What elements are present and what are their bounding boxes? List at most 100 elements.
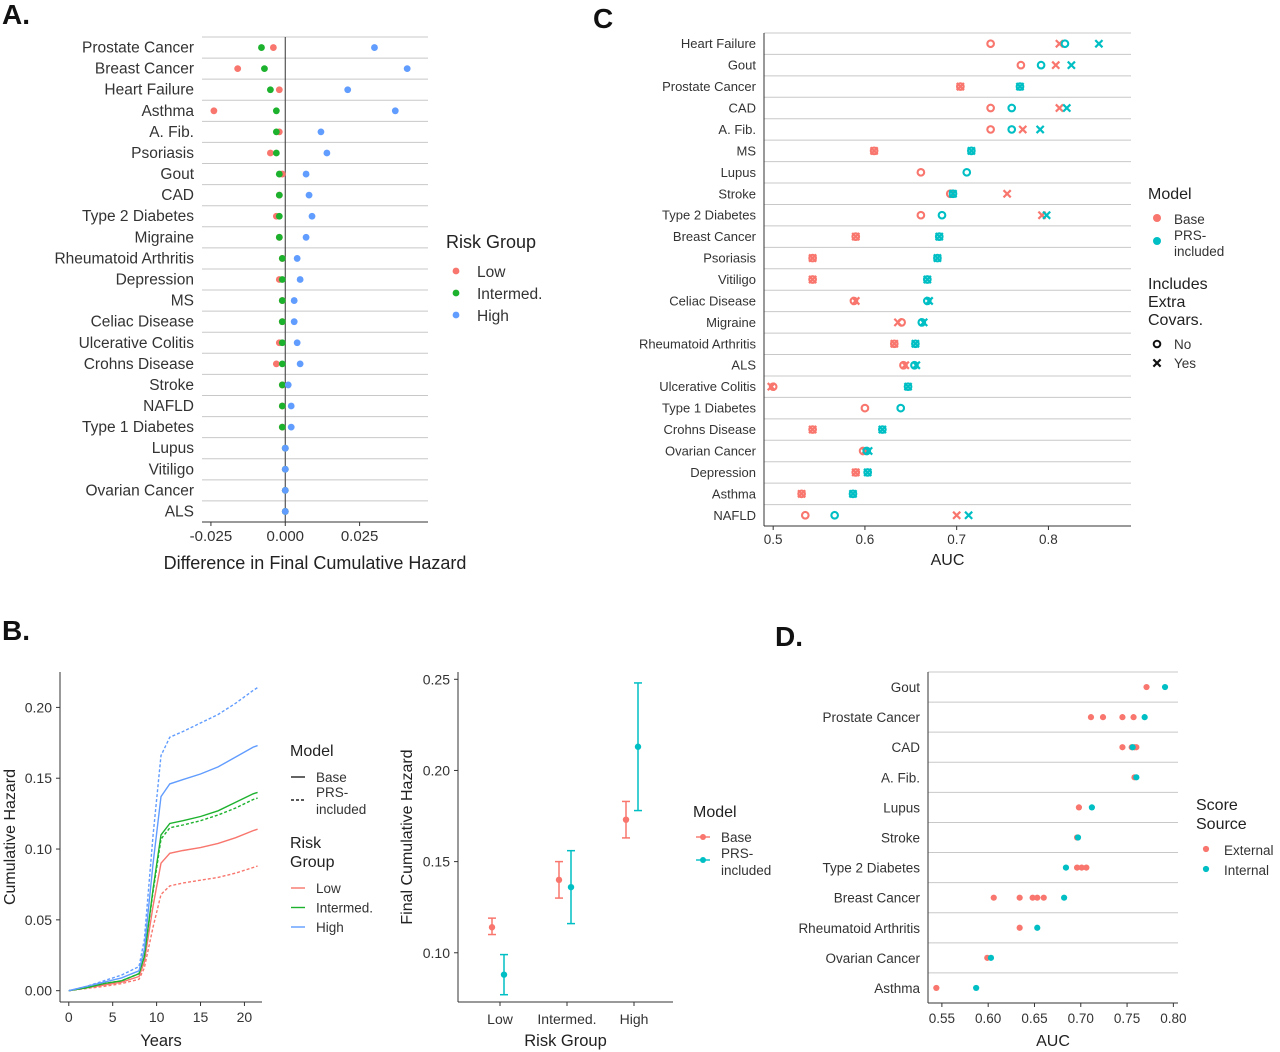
- d-point-external: [1119, 714, 1126, 721]
- c-legend-prs-label: included: [1174, 244, 1224, 259]
- b1-y-tick-label: 0.15: [25, 770, 52, 786]
- a-point-intermed: [275, 212, 283, 220]
- c-point-no-covars: [896, 403, 906, 413]
- d-x-tick-label: 0.70: [1068, 1011, 1094, 1026]
- d-x-tick-label: 0.75: [1114, 1011, 1140, 1026]
- c-point-extra-covars: [848, 489, 858, 499]
- panel-c-label: C: [593, 3, 613, 34]
- c-category-label: Breast Cancer: [673, 229, 757, 244]
- a-point-intermed: [278, 339, 286, 347]
- a-point-high: [305, 191, 313, 199]
- b2-y-tick-label: 0.20: [423, 762, 450, 778]
- b2-x-tick-label: Intermed.: [537, 1011, 596, 1027]
- d-point-external: [1119, 744, 1126, 751]
- d-point-external: [1099, 714, 1107, 721]
- c-category-label: Crohns Disease: [664, 422, 757, 437]
- a-point-intermed: [278, 381, 286, 389]
- c-point-extra-covars: [924, 296, 934, 306]
- c-point-extra-covars: [948, 189, 958, 199]
- b1-line-high-base: [68, 744, 258, 992]
- c-category-label: Lupus: [721, 165, 757, 180]
- a-point-intermed: [278, 318, 286, 326]
- a-category-label: Rheumatoid Arthritis: [54, 250, 194, 267]
- c-point-extra-covars: [1051, 60, 1061, 70]
- c-point-extra-covars: [933, 253, 942, 263]
- c-legend-covar-title: Includes: [1148, 276, 1208, 293]
- d-x-tick-label: 0.80: [1160, 1011, 1186, 1026]
- c-point-no-covars: [1007, 103, 1017, 113]
- a-point-intermed: [272, 128, 280, 136]
- a-point-high: [284, 381, 292, 389]
- c-point-no-covars: [916, 167, 926, 177]
- c-point-no-covars: [797, 489, 806, 499]
- c-x-tick-label: 0.8: [1039, 532, 1058, 547]
- c-point-no-covars: [860, 403, 870, 413]
- d-point-internal: [1062, 864, 1070, 871]
- a-category-label: CAD: [161, 187, 194, 204]
- a-category-label: Asthma: [141, 103, 194, 120]
- c-category-label: Rheumatoid Arthritis: [639, 336, 757, 351]
- a-point-low: [272, 360, 280, 368]
- d-x-tick-label: 0.55: [929, 1011, 955, 1026]
- a-category-label: ALS: [165, 503, 194, 520]
- c-category-label: Ulcerative Colitis: [659, 379, 756, 394]
- b2-legend-prs-label: PRS-: [721, 846, 753, 861]
- b2-legend-prs-key: [700, 857, 706, 863]
- c-category-label: Depression: [690, 465, 756, 480]
- c-point-no-covars: [851, 468, 861, 477]
- c-point-extra-covars: [893, 317, 903, 327]
- c-category-label: Asthma: [712, 486, 757, 501]
- a-category-label: Lupus: [152, 440, 194, 457]
- c-point-no-covars: [878, 425, 887, 434]
- a-point-high: [287, 423, 295, 431]
- c-category-label: NAFLD: [713, 508, 756, 523]
- a-point-low: [269, 44, 277, 51]
- c-legend-prs-key: [1153, 237, 1161, 245]
- c-point-extra-covars: [964, 510, 973, 520]
- c-point-no-covars: [1015, 82, 1025, 91]
- a-point-high: [287, 402, 295, 410]
- c-point-extra-covars: [877, 425, 887, 434]
- panel-b-right-chart: 0.10 0.15 0.20 0.25 Low Intermed. High Risk Gro…: [399, 671, 771, 1050]
- d-point-external: [1016, 924, 1023, 931]
- d-point-internal: [1088, 804, 1095, 811]
- d-point-external: [1016, 894, 1023, 901]
- c-point-extra-covars: [952, 510, 962, 520]
- c-category-label: Celiac Disease: [669, 293, 756, 308]
- c-legend-no-label: No: [1174, 337, 1191, 352]
- a-point-high: [281, 444, 289, 452]
- b1-x-axis-title: Years: [140, 1032, 182, 1050]
- c-point-no-covars: [1016, 60, 1026, 70]
- a-category-label: Breast Cancer: [95, 61, 194, 78]
- a-point-low: [266, 149, 274, 157]
- b2-x-tick-label: High: [620, 1011, 649, 1027]
- b1-x-tick-label: 10: [149, 1009, 165, 1025]
- d-category-label: Rheumatoid Arthritis: [798, 921, 920, 936]
- c-category-label: ALS: [731, 358, 756, 373]
- a-legend-key: [452, 289, 460, 297]
- c-point-no-covars: [911, 339, 920, 349]
- c-category-label: A. Fib.: [718, 122, 756, 137]
- a-point-high: [391, 107, 399, 115]
- d-point-external: [1034, 894, 1041, 901]
- a-point-intermed: [275, 191, 283, 199]
- c-legend-base-key: [1153, 214, 1161, 222]
- a-point-high: [281, 486, 289, 494]
- b1-y-axis-title: Cumulative Hazard: [2, 769, 19, 905]
- a-point-high: [302, 170, 310, 178]
- b1-legend-prs-label: PRS-: [316, 785, 348, 800]
- c-point-extra-covars: [1042, 210, 1051, 220]
- c-category-label: Gout: [728, 58, 757, 73]
- c-category-label: MS: [737, 143, 757, 158]
- c-point-no-covars: [830, 510, 839, 520]
- b1-legend-risk-title: Group: [290, 854, 335, 871]
- b2-y-axis-title: Final Cumulative Hazard: [399, 749, 416, 924]
- c-point-extra-covars: [808, 253, 818, 263]
- c-legend-covar-title: Covars.: [1148, 312, 1203, 329]
- d-point-internal: [1061, 894, 1068, 901]
- d-category-label: Lupus: [883, 800, 920, 815]
- a-legend-key: [452, 267, 460, 275]
- b1-y-tick-label: 0.20: [25, 699, 52, 715]
- b1-y-tick-label: 0.05: [25, 912, 52, 928]
